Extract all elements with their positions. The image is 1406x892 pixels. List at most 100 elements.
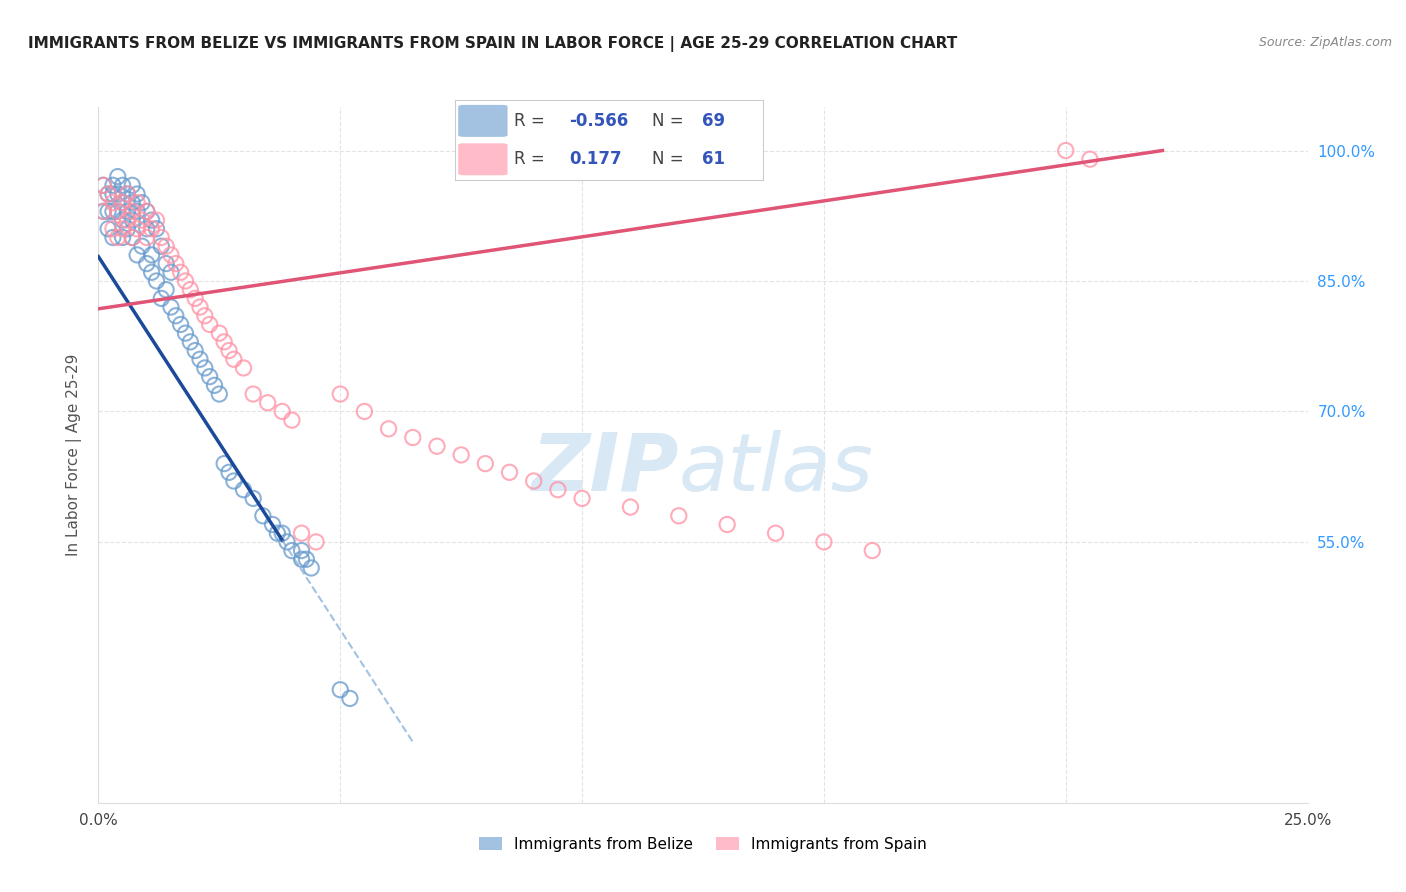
Point — [107, 204, 129, 219]
Point — [111, 230, 134, 244]
Point — [97, 187, 120, 202]
Point — [101, 204, 124, 219]
Point — [208, 387, 231, 401]
Point — [179, 334, 201, 349]
Point — [91, 204, 114, 219]
Point — [222, 474, 245, 488]
Point — [174, 274, 197, 288]
Point — [290, 552, 312, 566]
Text: IMMIGRANTS FROM BELIZE VS IMMIGRANTS FROM SPAIN IN LABOR FORCE | AGE 25-29 CORRE: IMMIGRANTS FROM BELIZE VS IMMIGRANTS FRO… — [28, 36, 957, 52]
Point — [107, 230, 129, 244]
Point — [121, 213, 143, 227]
Point — [117, 204, 139, 219]
Point — [135, 204, 157, 219]
Point — [131, 239, 153, 253]
Point — [131, 195, 153, 210]
Point — [547, 483, 569, 497]
Point — [101, 187, 124, 202]
Point — [232, 361, 254, 376]
Point — [155, 283, 177, 297]
Point — [523, 474, 546, 488]
Point — [127, 248, 149, 262]
Point — [1078, 152, 1101, 166]
Point — [150, 230, 173, 244]
Point — [377, 422, 399, 436]
Point — [450, 448, 472, 462]
Point — [813, 534, 835, 549]
Point — [295, 552, 318, 566]
Point — [145, 213, 167, 227]
Point — [281, 543, 304, 558]
Point — [329, 682, 352, 697]
Point — [194, 309, 217, 323]
Text: atlas: atlas — [679, 430, 873, 508]
Point — [97, 204, 120, 219]
Point — [127, 204, 149, 219]
Point — [281, 413, 304, 427]
Point — [860, 543, 883, 558]
Point — [184, 343, 207, 358]
Point — [252, 508, 274, 523]
Point — [127, 187, 149, 202]
Point — [127, 222, 149, 236]
Point — [188, 352, 211, 367]
Point — [155, 257, 177, 271]
Point — [165, 257, 187, 271]
Point — [141, 213, 163, 227]
Point — [145, 274, 167, 288]
Point — [262, 517, 284, 532]
Y-axis label: In Labor Force | Age 25-29: In Labor Force | Age 25-29 — [66, 354, 82, 556]
Point — [111, 195, 134, 210]
Point — [121, 178, 143, 193]
Point — [222, 352, 245, 367]
Point — [668, 508, 690, 523]
Point — [353, 404, 375, 418]
Point — [97, 222, 120, 236]
Point — [121, 230, 143, 244]
Point — [101, 178, 124, 193]
Point — [91, 204, 114, 219]
Point — [271, 404, 294, 418]
Point — [198, 369, 221, 384]
Point — [179, 283, 201, 297]
Point — [716, 517, 738, 532]
Point — [571, 491, 593, 506]
Point — [174, 326, 197, 341]
Point — [276, 534, 298, 549]
Point — [208, 326, 231, 341]
Point — [121, 204, 143, 219]
Point — [165, 309, 187, 323]
Point — [1054, 144, 1077, 158]
Point — [232, 483, 254, 497]
Point — [765, 526, 787, 541]
Point — [498, 466, 520, 480]
Point — [141, 265, 163, 279]
Point — [305, 534, 328, 549]
Point — [145, 222, 167, 236]
Text: Source: ZipAtlas.com: Source: ZipAtlas.com — [1258, 36, 1392, 49]
Point — [150, 239, 173, 253]
Point — [91, 178, 114, 193]
Point — [188, 300, 211, 314]
Point — [204, 378, 226, 392]
Point — [169, 318, 191, 332]
Point — [101, 222, 124, 236]
Point — [426, 439, 449, 453]
Point — [266, 526, 288, 541]
Point — [135, 230, 157, 244]
Point — [97, 187, 120, 202]
Point — [242, 387, 264, 401]
Point — [212, 457, 235, 471]
Point — [198, 318, 221, 332]
Point — [101, 195, 124, 210]
Point — [135, 257, 157, 271]
Point — [271, 526, 294, 541]
Point — [117, 187, 139, 202]
Point — [127, 195, 149, 210]
Point — [141, 222, 163, 236]
Point — [256, 396, 278, 410]
Point — [101, 230, 124, 244]
Point — [194, 361, 217, 376]
Point — [160, 265, 183, 279]
Point — [155, 239, 177, 253]
